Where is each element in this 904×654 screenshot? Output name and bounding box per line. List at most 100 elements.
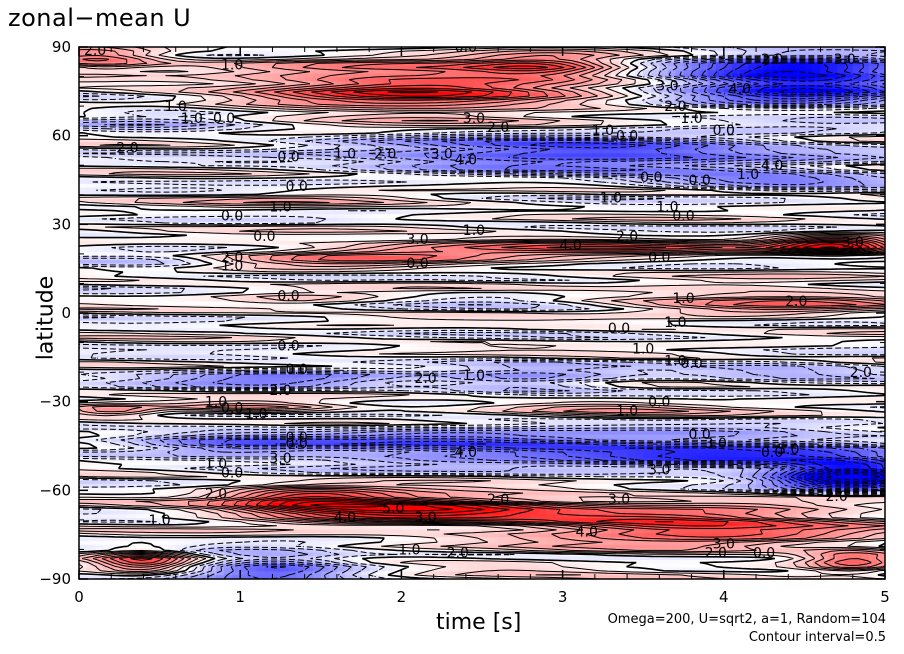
field-cell xyxy=(143,126,153,132)
field-cell xyxy=(796,145,805,151)
field-cell xyxy=(264,214,274,219)
field-cell xyxy=(852,210,862,215)
field-cell xyxy=(328,130,338,135)
field-cell xyxy=(707,73,717,78)
field-cell xyxy=(780,85,789,90)
field-cell xyxy=(224,100,233,105)
field-cell xyxy=(441,164,451,170)
field-cell xyxy=(594,77,604,82)
field-cell xyxy=(514,126,523,132)
field-cell xyxy=(296,161,306,166)
field-cell xyxy=(578,221,588,227)
field-cell xyxy=(554,187,564,192)
field-cell xyxy=(836,176,846,181)
field-cell xyxy=(586,149,596,154)
field-cell xyxy=(135,50,145,56)
field-cell xyxy=(594,73,604,78)
field-cell xyxy=(409,180,419,185)
field-cell xyxy=(361,210,370,215)
field-cell xyxy=(820,126,830,132)
field-cell xyxy=(868,202,878,208)
field-cell xyxy=(490,202,499,208)
field-cell xyxy=(320,111,330,116)
field-cell xyxy=(699,199,709,204)
field-cell xyxy=(731,54,741,59)
field-cell xyxy=(570,210,580,215)
field-cell xyxy=(562,172,572,177)
field-cell xyxy=(780,50,789,56)
field-cell xyxy=(498,172,507,177)
field-cell xyxy=(111,54,120,59)
field-cell xyxy=(409,191,419,196)
field-cell xyxy=(433,210,443,215)
field-cell xyxy=(264,100,274,105)
field-cell xyxy=(756,164,765,170)
field-cell xyxy=(844,149,854,154)
field-cell xyxy=(610,50,620,56)
field-cell xyxy=(715,107,725,113)
field-cell xyxy=(207,183,217,189)
field-cell xyxy=(433,47,443,52)
field-cell xyxy=(207,123,217,128)
field-cell xyxy=(610,202,620,208)
field-cell xyxy=(417,111,427,116)
field-cell xyxy=(667,172,677,177)
field-cell xyxy=(224,85,233,90)
field-cell xyxy=(159,149,169,154)
field-cell xyxy=(828,107,838,113)
field-cell xyxy=(175,183,185,189)
field-cell xyxy=(312,66,322,71)
field-cell xyxy=(602,161,612,166)
field-cell xyxy=(248,218,257,223)
field-cell xyxy=(788,142,797,147)
field-cell xyxy=(860,100,870,105)
field-cell xyxy=(780,176,789,181)
field-cell xyxy=(546,161,556,166)
field-cell xyxy=(828,225,838,230)
field-cell xyxy=(256,100,265,105)
field-cell xyxy=(828,206,838,211)
field-cell xyxy=(417,73,427,78)
field-cell xyxy=(216,85,225,90)
field-cell xyxy=(659,66,668,71)
field-cell xyxy=(731,172,741,177)
field-cell xyxy=(514,73,523,78)
field-cell xyxy=(651,183,660,189)
field-cell xyxy=(546,100,556,105)
field-cell xyxy=(586,218,596,223)
field-cell xyxy=(280,210,290,215)
field-cell xyxy=(747,218,757,223)
field-cell xyxy=(715,62,725,67)
field-cell xyxy=(135,126,145,132)
field-cell xyxy=(79,115,88,120)
field-cell xyxy=(288,138,298,143)
field-cell xyxy=(151,142,161,147)
field-cell xyxy=(256,77,265,82)
field-cell xyxy=(570,161,580,166)
field-cell xyxy=(723,172,733,177)
field-cell xyxy=(175,134,185,139)
field-cell xyxy=(530,104,540,109)
field-cell xyxy=(457,69,467,75)
field-cell xyxy=(546,142,556,147)
field-cell xyxy=(562,73,572,78)
field-cell xyxy=(328,161,338,166)
field-cell xyxy=(328,183,338,189)
field-cell xyxy=(828,157,838,162)
field-cell xyxy=(377,73,386,78)
field-cell xyxy=(756,69,765,75)
field-cell xyxy=(554,81,564,86)
field-cell xyxy=(175,62,185,67)
field-cell xyxy=(796,157,805,162)
field-cell xyxy=(578,81,588,86)
field-cell xyxy=(506,88,515,94)
field-cell xyxy=(651,199,660,204)
field-cell xyxy=(498,233,507,238)
field-cell xyxy=(796,199,805,204)
field-cell xyxy=(731,100,741,105)
field-cell xyxy=(731,229,741,234)
field-cell xyxy=(280,187,290,192)
field-cell xyxy=(143,96,153,101)
field-cell xyxy=(707,69,717,75)
field-cell xyxy=(240,218,249,223)
